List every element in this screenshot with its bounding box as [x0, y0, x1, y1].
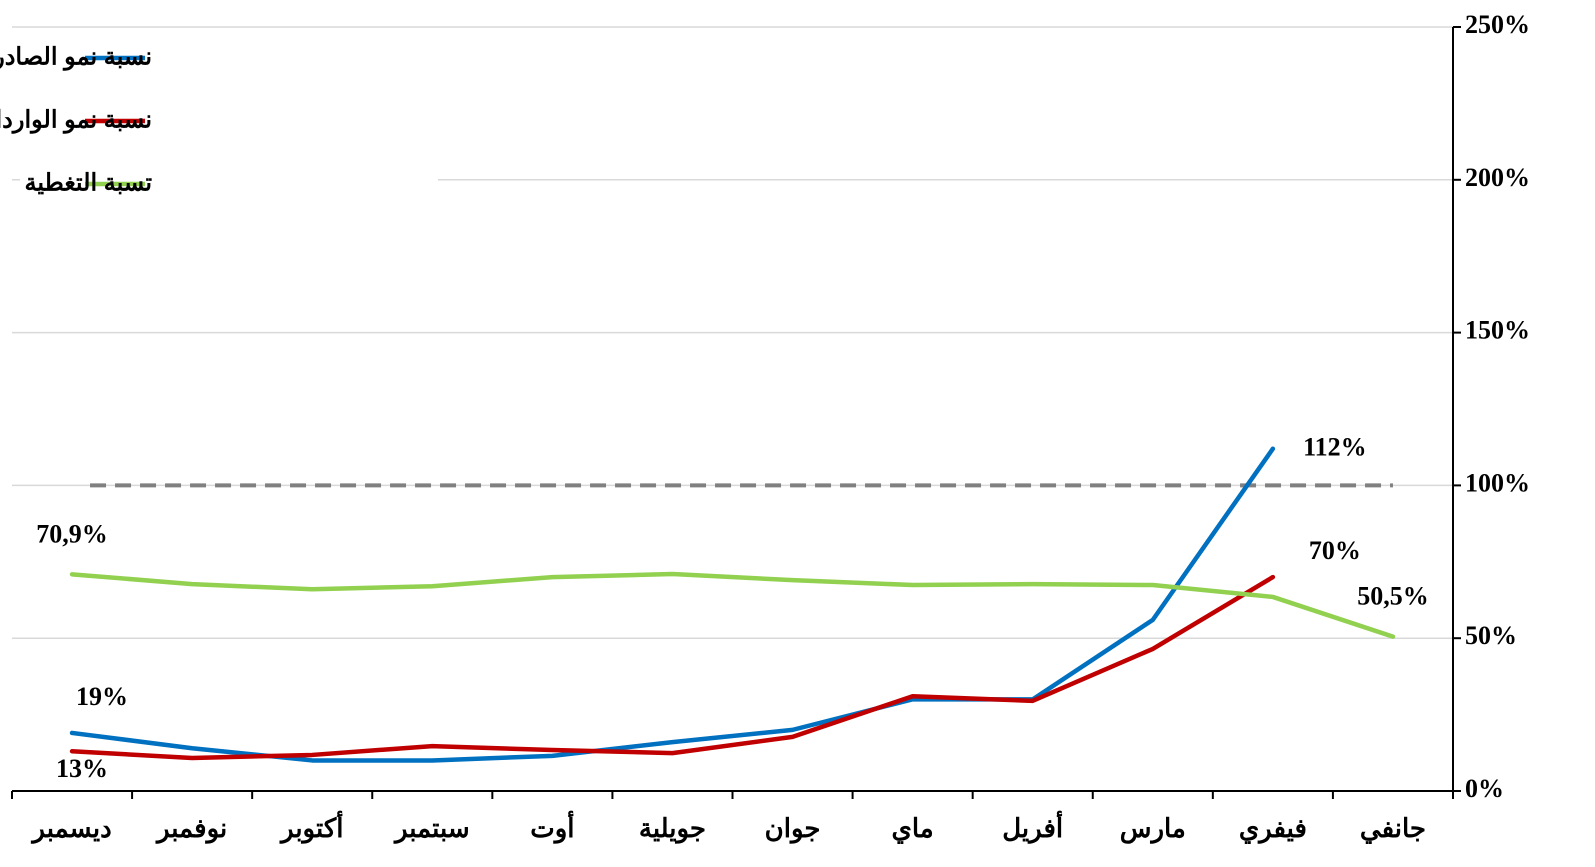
data-label: 70%	[1309, 536, 1361, 565]
data-label: 50,5%	[1357, 582, 1429, 611]
y-tick-label: 0%	[1465, 774, 1504, 803]
y-tick-label: 250%	[1465, 10, 1530, 39]
x-tick-label: جوان	[765, 814, 821, 844]
legend-label: نسبة نمو الواردات	[0, 106, 152, 134]
x-tick-label: ماي	[892, 814, 934, 844]
x-tick-label: أوت	[530, 810, 574, 844]
line-series	[69, 446, 1276, 763]
x-tick-label: جويلية	[639, 814, 706, 844]
x-tick-label: نوفمبر	[155, 814, 227, 844]
y-tick-label: 100%	[1465, 468, 1530, 497]
legend-label: تسبة التغطية	[25, 169, 153, 196]
legend-label: نسبة نمو الصادرات	[0, 43, 152, 71]
line-series	[69, 574, 1276, 761]
y-tick-label: 200%	[1465, 163, 1530, 192]
x-tick-label: مارس	[1120, 814, 1186, 844]
x-tick-label: ديسمبر	[30, 814, 111, 844]
x-tick-label: سبتمبر	[393, 814, 470, 844]
data-label: 112%	[1303, 433, 1367, 462]
data-label: 19%	[76, 682, 128, 711]
x-tick-label: فيفري	[1239, 814, 1307, 844]
x-tick-label: أفريل	[1002, 810, 1063, 844]
y-tick-label: 150%	[1465, 316, 1530, 345]
x-tick-label: أكتوبر	[279, 810, 343, 844]
data-label: 13%	[56, 754, 108, 783]
y-tick-label: 50%	[1465, 621, 1517, 650]
line-series	[69, 571, 1396, 639]
data-label: 70,9%	[36, 519, 108, 548]
x-tick-label: جانفي	[1360, 814, 1426, 844]
